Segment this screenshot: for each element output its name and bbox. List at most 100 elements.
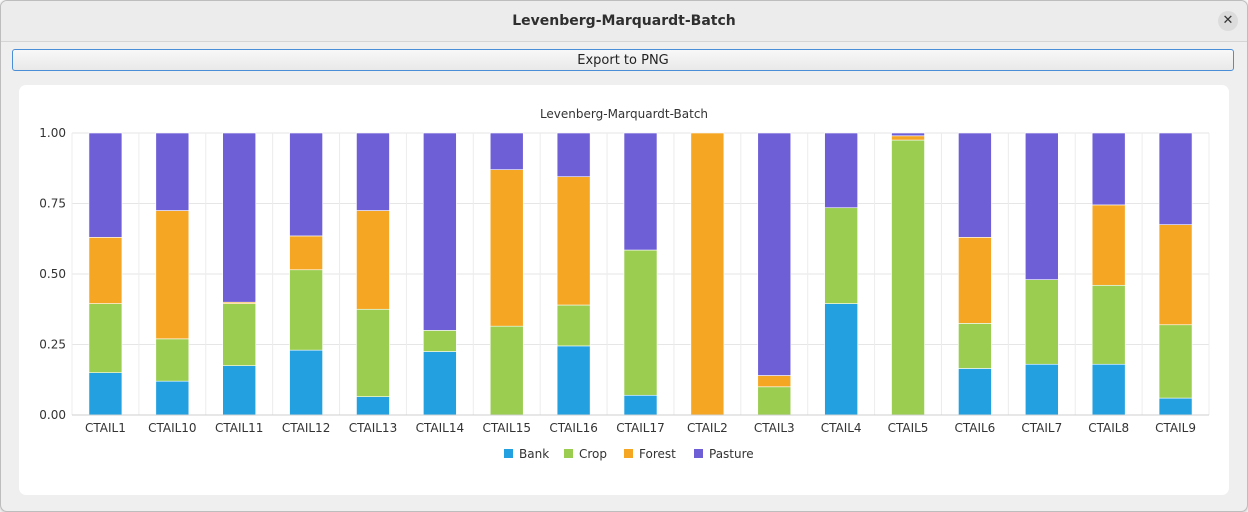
export-png-button[interactable]: Export to PNG bbox=[12, 49, 1234, 71]
bar-segment-crop-ctail3 bbox=[757, 386, 792, 416]
y-axis: 0.00 0.25 0.50 0.75 1.00 bbox=[39, 126, 66, 422]
bar-segment-forest-ctail3 bbox=[757, 375, 792, 388]
legend-swatch bbox=[694, 449, 703, 458]
bar-segment-pasture-ctail6 bbox=[958, 132, 992, 238]
bar-segment-pasture-ctail7 bbox=[1024, 132, 1059, 280]
bar-segment-forest-ctail16 bbox=[556, 176, 591, 306]
bar-segment-bank-ctail16 bbox=[556, 345, 591, 416]
x-tick-label: CTAIL9 bbox=[1155, 421, 1196, 435]
bar-segment-crop-ctail11 bbox=[222, 303, 257, 366]
title-bar: Levenberg-Marquardt-Batch ✕ bbox=[1, 1, 1247, 42]
x-tick-label: CTAIL12 bbox=[282, 421, 330, 435]
bar-segment-bank-ctail11 bbox=[222, 365, 257, 416]
y-tick-label: 1.00 bbox=[39, 126, 66, 140]
bar-segment-crop-ctail14 bbox=[423, 330, 457, 352]
x-tick-label: CTAIL14 bbox=[416, 421, 464, 435]
bar-segment-forest-ctail6 bbox=[958, 237, 992, 324]
bar-segment-bank-ctail12 bbox=[289, 349, 323, 416]
legend-item-crop: Crop bbox=[564, 447, 607, 461]
x-tick-label: CTAIL8 bbox=[1088, 421, 1129, 435]
bar-segment-bank-ctail10 bbox=[155, 380, 190, 416]
y-tick-label: 0.25 bbox=[39, 338, 66, 352]
bar-segment-pasture-ctail3 bbox=[757, 132, 792, 376]
bar-segment-pasture-ctail15 bbox=[489, 132, 524, 170]
bar-segment-bank-ctail7 bbox=[1024, 363, 1059, 416]
window-title: Levenberg-Marquardt-Batch bbox=[512, 13, 736, 29]
bar-segment-forest-ctail2 bbox=[690, 132, 725, 416]
bar-segment-crop-ctail5 bbox=[891, 139, 925, 416]
legend-label: Crop bbox=[579, 447, 607, 461]
bar-segment-bank-ctail14 bbox=[423, 351, 457, 416]
x-tick-label: CTAIL10 bbox=[148, 421, 196, 435]
bar-segment-pasture-ctail9 bbox=[1158, 132, 1193, 225]
bar-segment-pasture-ctail8 bbox=[1091, 132, 1126, 206]
x-tick-label: CTAIL2 bbox=[687, 421, 728, 435]
bar-segment-pasture-ctail17 bbox=[623, 132, 658, 251]
bar-segment-forest-ctail9 bbox=[1158, 224, 1193, 326]
x-tick-label: CTAIL17 bbox=[616, 421, 664, 435]
bar-segment-forest-ctail12 bbox=[289, 235, 323, 271]
bar-segment-pasture-ctail4 bbox=[824, 132, 858, 209]
y-tick-label: 0.50 bbox=[39, 267, 66, 281]
bar-segment-crop-ctail6 bbox=[958, 323, 992, 369]
x-tick-label: CTAIL4 bbox=[821, 421, 862, 435]
bar-segment-crop-ctail9 bbox=[1158, 324, 1193, 399]
bar-segment-crop-ctail16 bbox=[556, 304, 591, 347]
bar-segment-bank-ctail1 bbox=[88, 372, 123, 416]
bar-segment-crop-ctail12 bbox=[289, 269, 323, 351]
bar-segment-pasture-ctail11 bbox=[222, 132, 257, 303]
x-tick-label: CTAIL15 bbox=[482, 421, 530, 435]
bar-segment-pasture-ctail16 bbox=[556, 132, 591, 178]
bar-segment-bank-ctail4 bbox=[824, 303, 858, 416]
bar-segment-crop-ctail17 bbox=[623, 249, 658, 396]
legend-swatch bbox=[564, 449, 573, 458]
bar-segment-crop-ctail10 bbox=[155, 338, 190, 382]
x-tick-label: CTAIL6 bbox=[954, 421, 995, 435]
y-tick-label: 0.75 bbox=[39, 197, 66, 211]
legend-item-pasture: Pasture bbox=[694, 447, 754, 461]
bar-segment-pasture-ctail1 bbox=[88, 132, 123, 238]
bar-segment-bank-ctail17 bbox=[623, 394, 658, 416]
legend: Bank Crop Forest Pasture bbox=[504, 447, 754, 461]
bar-segment-pasture-ctail10 bbox=[155, 132, 190, 211]
bar-segment-bank-ctail9 bbox=[1158, 397, 1193, 416]
bar-segment-crop-ctail8 bbox=[1091, 284, 1126, 365]
x-tick-label: CTAIL11 bbox=[215, 421, 263, 435]
x-tick-label: CTAIL3 bbox=[754, 421, 795, 435]
bar-segment-pasture-ctail13 bbox=[356, 132, 390, 211]
bar-segment-crop-ctail4 bbox=[824, 207, 858, 304]
bar-segment-crop-ctail15 bbox=[489, 325, 524, 416]
bar-segment-bank-ctail6 bbox=[958, 368, 992, 416]
bar-segment-forest-ctail10 bbox=[155, 210, 190, 340]
legend-label: Pasture bbox=[709, 447, 754, 461]
bar-segment-crop-ctail1 bbox=[88, 303, 123, 373]
x-axis: CTAIL1 CTAIL10 CTAIL11 CTAIL12 CTAIL13 CTAIL1… bbox=[72, 414, 1209, 435]
legend-swatch bbox=[504, 449, 513, 458]
chart-panel: Levenberg-Marquardt-Batch 0.00 0.25 0.50 0.… bbox=[19, 85, 1229, 495]
stacked-bar-chart: Levenberg-Marquardt-Batch 0.000.250.500.… bbox=[39, 107, 1210, 461]
bar-segment-forest-ctail13 bbox=[356, 210, 390, 310]
legend-label: Forest bbox=[639, 447, 676, 461]
legend-item-forest: Forest bbox=[624, 447, 676, 461]
bar-segment-forest-ctail1 bbox=[88, 237, 123, 304]
bar-segment-forest-ctail5 bbox=[891, 135, 925, 141]
bar-segment-bank-ctail8 bbox=[1091, 363, 1126, 416]
close-icon[interactable]: ✕ bbox=[1218, 11, 1238, 31]
bar-segment-crop-ctail7 bbox=[1024, 279, 1059, 365]
legend-swatch bbox=[624, 449, 633, 458]
y-tick-label: 0.00 bbox=[39, 408, 66, 422]
bar-segment-forest-ctail8 bbox=[1091, 204, 1126, 286]
x-tick-label: CTAIL5 bbox=[888, 421, 929, 435]
legend-label: Bank bbox=[519, 447, 549, 461]
bar-segment-forest-ctail15 bbox=[489, 169, 524, 327]
x-tick-label: CTAIL7 bbox=[1021, 421, 1062, 435]
x-tick-label: CTAIL13 bbox=[349, 421, 397, 435]
bar-segment-pasture-ctail5 bbox=[891, 132, 925, 137]
bar-segment-bank-ctail13 bbox=[356, 396, 390, 416]
legend-item-bank: Bank bbox=[504, 447, 549, 461]
x-tick-label: CTAIL16 bbox=[549, 421, 597, 435]
bars bbox=[88, 132, 1193, 416]
x-tick-label: CTAIL1 bbox=[85, 421, 126, 435]
chart-title: Levenberg-Marquardt-Batch bbox=[540, 107, 708, 121]
